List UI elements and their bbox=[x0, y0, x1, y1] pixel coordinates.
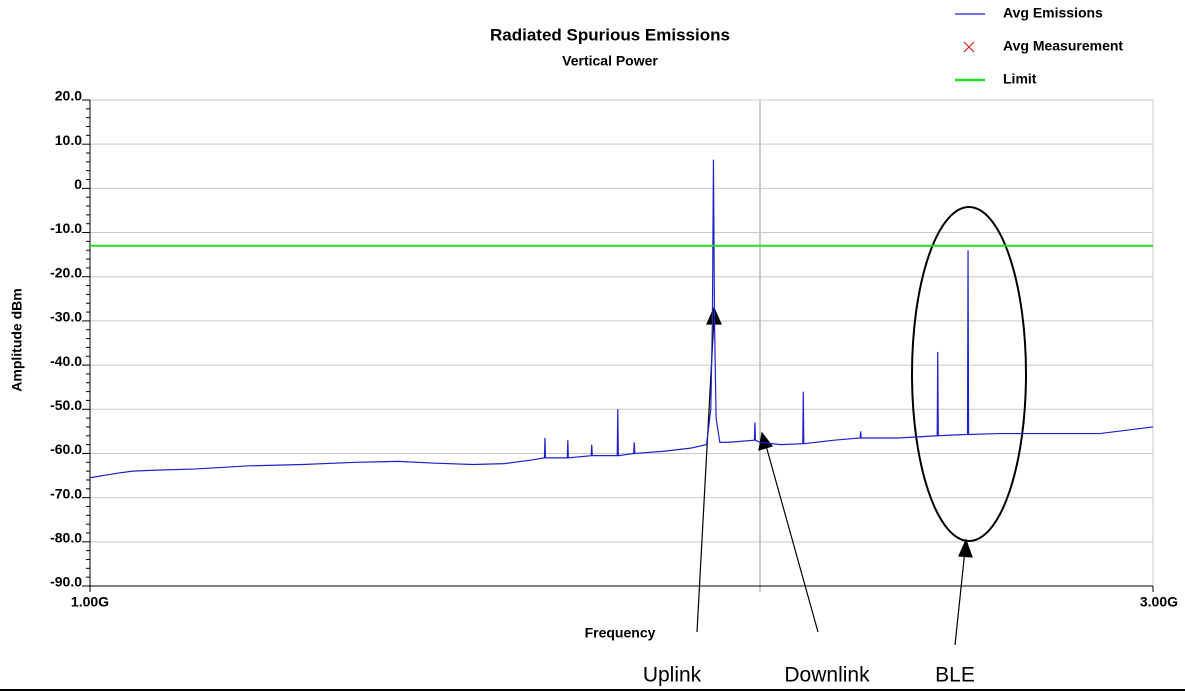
y-tick-label: 10.0 bbox=[55, 132, 82, 148]
y-tick-label: -50.0 bbox=[50, 397, 82, 413]
chart-subtitle: Vertical Power bbox=[562, 53, 658, 69]
arrow-head bbox=[758, 431, 774, 451]
arrow-head bbox=[958, 538, 973, 558]
legend-label: Avg Measurement bbox=[1003, 38, 1123, 54]
legend-swatch bbox=[963, 41, 975, 53]
y-tick-label: -40.0 bbox=[50, 353, 82, 369]
plot-area bbox=[89, 99, 1154, 587]
ble-ellipse bbox=[911, 206, 1027, 542]
y-tick-label: -60.0 bbox=[50, 441, 82, 457]
y-tick-label: -70.0 bbox=[50, 485, 82, 501]
plot-frame bbox=[89, 99, 1154, 587]
y-axis-label: Amplitude dBm bbox=[9, 288, 25, 391]
x-axis-label: Frequency bbox=[585, 625, 656, 641]
y-tick-label: -30.0 bbox=[50, 309, 82, 325]
arrow bbox=[954, 549, 966, 646]
annotation: BLE bbox=[935, 664, 975, 687]
chart-title: Radiated Spurious Emissions bbox=[490, 25, 730, 44]
legend-label: Limit bbox=[1003, 71, 1037, 87]
y-tick-label: -10.0 bbox=[50, 220, 82, 236]
y-tick-label: -20.0 bbox=[50, 264, 82, 280]
y-tick-label: 20.0 bbox=[55, 88, 82, 104]
annotation-layer bbox=[696, 206, 1027, 646]
y-tick-label: 0 bbox=[74, 176, 82, 192]
series-line bbox=[89, 159, 1154, 479]
y-tick-label: -80.0 bbox=[50, 530, 82, 546]
arrow bbox=[764, 441, 819, 633]
y-tick-label: -90.0 bbox=[50, 574, 82, 590]
legend-label: Avg Emissions bbox=[1003, 5, 1103, 21]
x-tick-label: 1.00G bbox=[71, 594, 109, 610]
x-tick-label: 3.00G bbox=[1140, 594, 1178, 610]
annotation: Uplink bbox=[643, 664, 702, 687]
annotation: Downlink bbox=[784, 664, 870, 687]
